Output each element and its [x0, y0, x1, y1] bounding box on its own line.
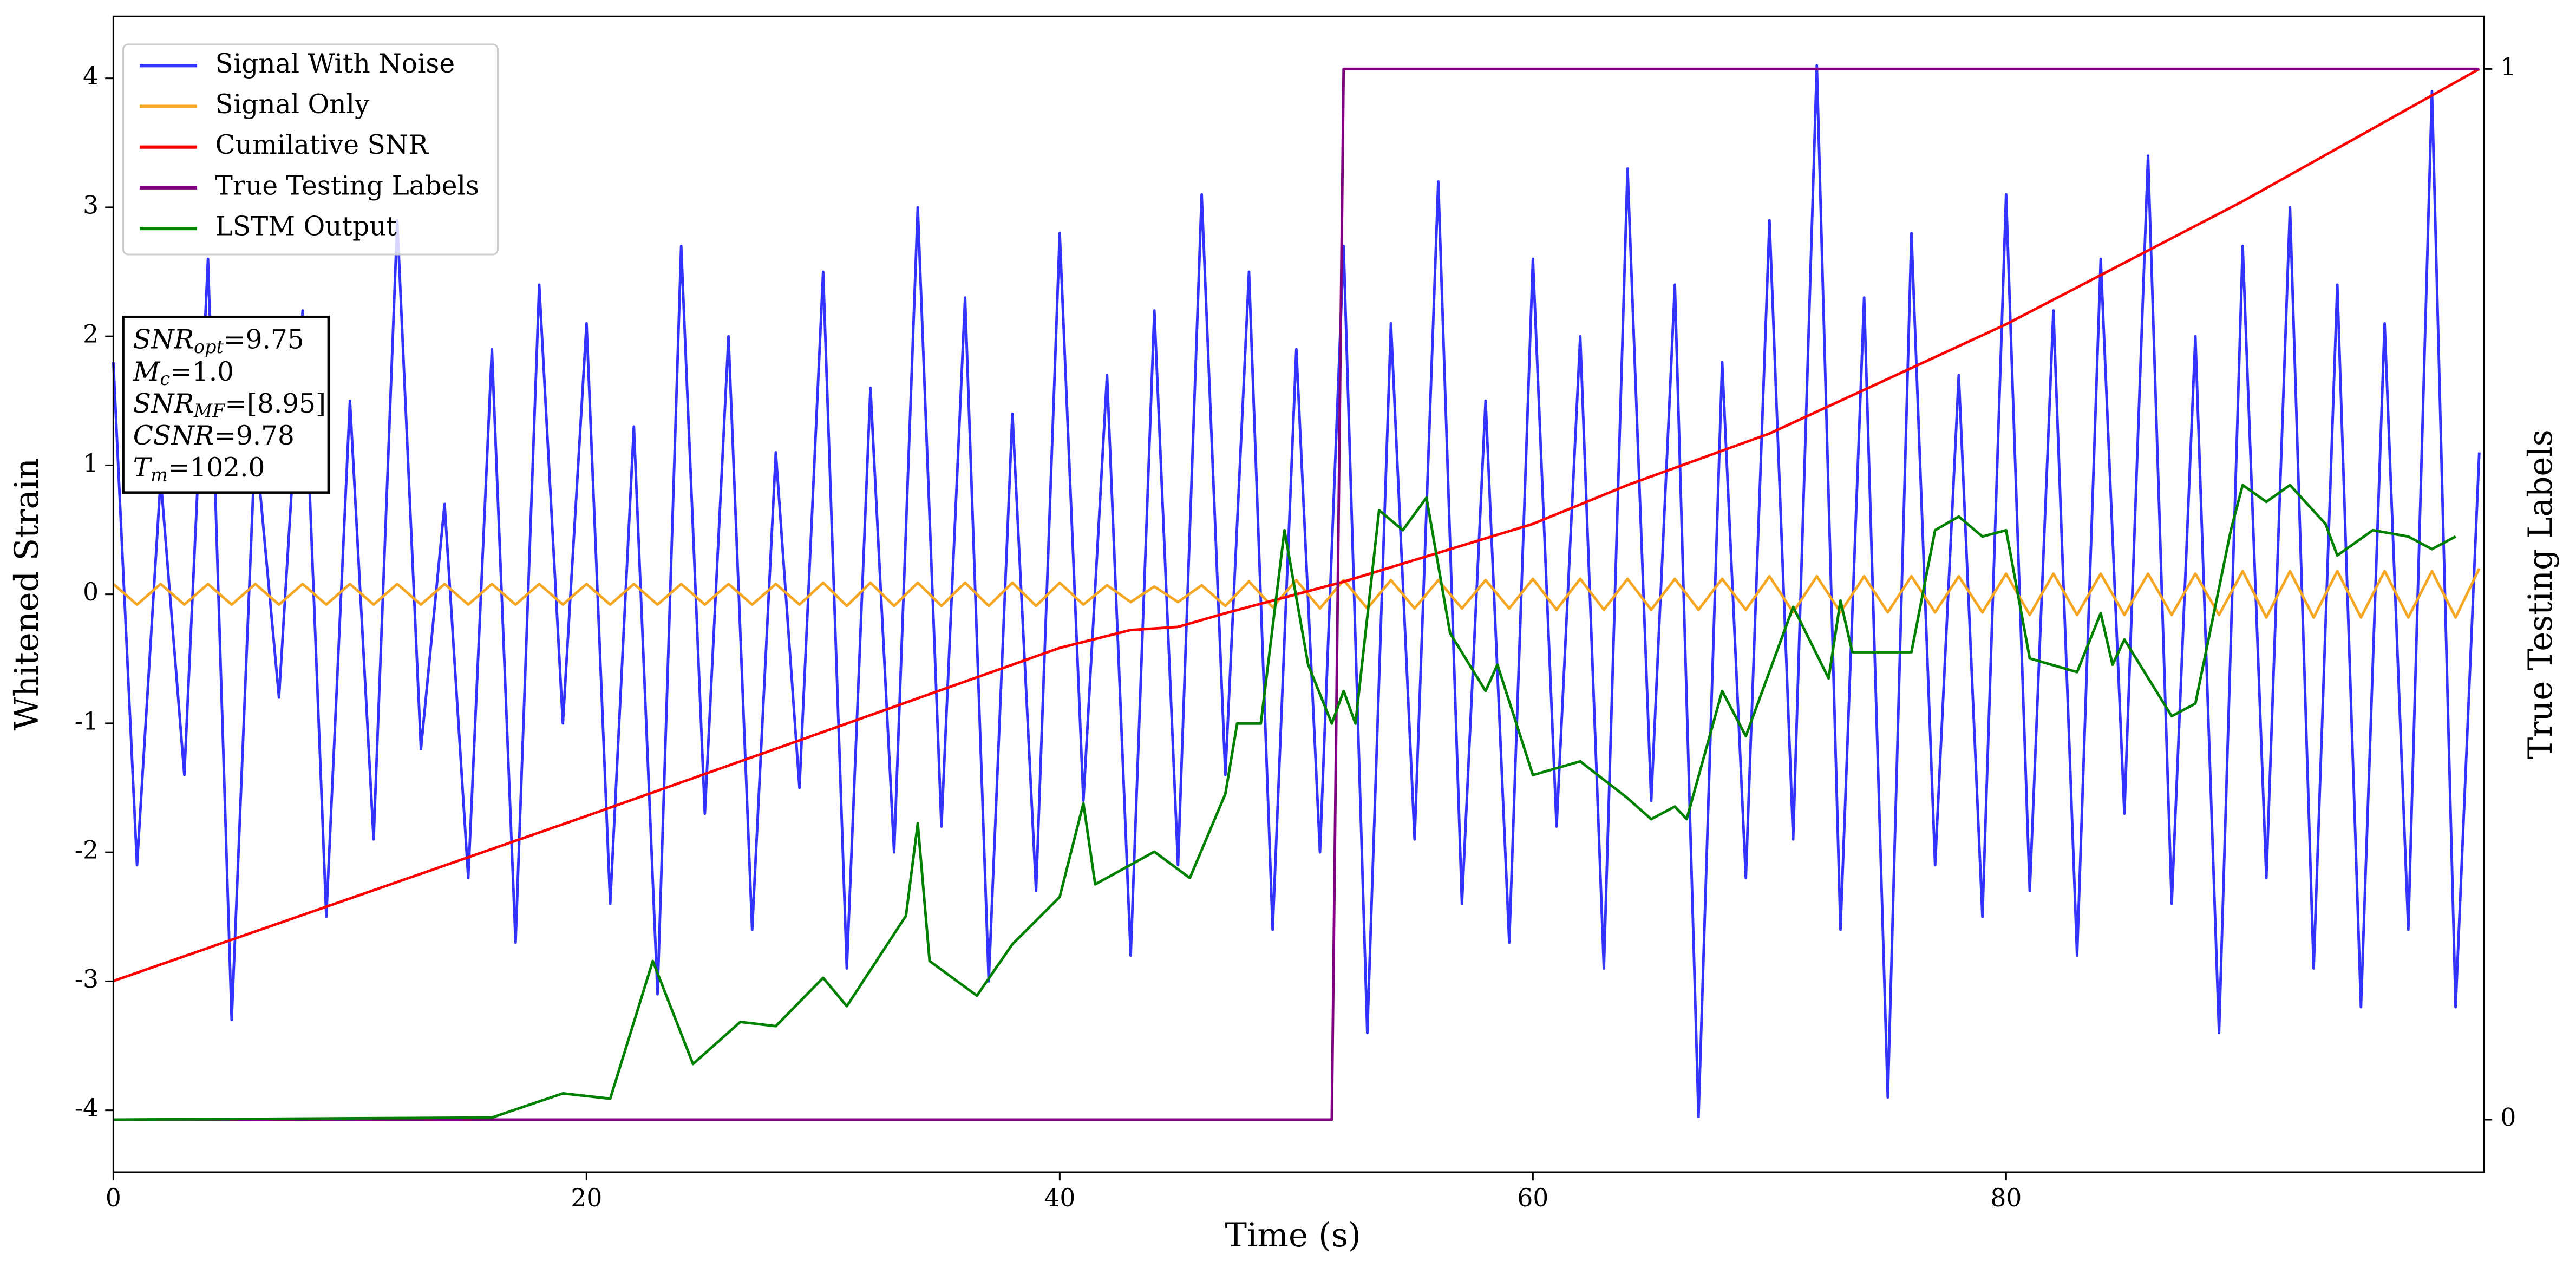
- y2-axis-label: True Testing Labels: [2522, 429, 2560, 759]
- annotation-sub: c: [160, 368, 170, 389]
- series-line: [113, 68, 2480, 983]
- annotation-sub: MF: [193, 400, 226, 421]
- series-line: [112, 64, 2481, 1118]
- legend-label: LSTM Output: [215, 212, 397, 242]
- plot-area: [112, 64, 2481, 1121]
- annotation-sub: opt: [194, 336, 224, 357]
- annotation: SNRopt=9.75Mc=1.0SNRMF=[8.95]CSNR=9.78Tm…: [122, 315, 330, 494]
- y2-tick-label: 1: [2500, 53, 2516, 81]
- y-tick-label: 3: [83, 191, 99, 219]
- legend-label: Signal Only: [215, 89, 370, 120]
- x-tick-label: 0: [106, 1184, 121, 1212]
- legend-label: True Testing Labels: [215, 171, 479, 201]
- annotation-value: =[8.95]: [225, 388, 326, 419]
- annotation-line: SNRMF=[8.95]: [133, 388, 326, 421]
- legend-box: [122, 43, 499, 256]
- y2-tick-label: 0: [2500, 1103, 2516, 1132]
- y-tick-label: -4: [75, 1094, 99, 1122]
- annotation-value: =102.0: [168, 453, 265, 483]
- x-tick-label: 60: [1517, 1184, 1548, 1212]
- annotation-name: M: [133, 356, 161, 387]
- y-tick-label: -2: [75, 836, 99, 865]
- annotation-value: =9.78: [214, 421, 295, 451]
- annotation-line: SNRopt=9.75: [133, 324, 304, 357]
- annotation-sub: m: [151, 464, 168, 485]
- annotation-name: SNR: [133, 388, 194, 419]
- series-line: [113, 67, 2480, 1121]
- annotation-value: =1.0: [170, 356, 234, 387]
- series-line: [112, 567, 2481, 619]
- x-tick-label: 80: [1990, 1184, 2022, 1212]
- legend-label: Cumilative SNR: [215, 130, 429, 160]
- y-tick-label: 1: [83, 449, 99, 478]
- annotation-name: SNR: [133, 324, 194, 355]
- annotation-name: T: [133, 453, 153, 483]
- y-tick-label: -3: [75, 965, 99, 994]
- x-axis-label: Time (s): [1225, 1217, 1361, 1255]
- annotation-box: [122, 315, 330, 494]
- annotation-line: Tm=102.0: [133, 453, 265, 486]
- y-tick-label: 4: [83, 62, 99, 90]
- x-tick-label: 20: [571, 1184, 602, 1212]
- y-tick-label: 0: [83, 578, 99, 606]
- y-tick-label: -1: [75, 707, 99, 735]
- annotation-value: =9.75: [224, 324, 304, 355]
- legend: Signal With Noise Signal Only Cumilative S…: [122, 43, 499, 256]
- y-tick-label: 2: [83, 320, 99, 349]
- series-line: [113, 484, 2456, 1121]
- annotation-line: Mc=1.0: [133, 356, 234, 389]
- legend-label: Signal With Noise: [215, 49, 455, 79]
- y-axis-label: Whitened Strain: [8, 458, 46, 731]
- annotation-line: CSNR=9.78: [133, 421, 295, 451]
- x-tick-label: 40: [1044, 1184, 1075, 1212]
- annotation-name: CSNR: [133, 421, 214, 451]
